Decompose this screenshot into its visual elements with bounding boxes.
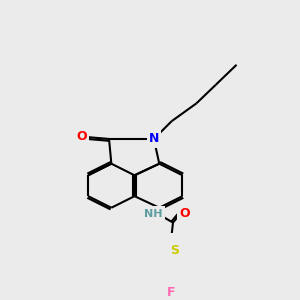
Text: N: N — [149, 133, 159, 146]
Text: S: S — [170, 244, 179, 257]
Text: O: O — [77, 130, 87, 143]
Text: F: F — [167, 286, 176, 299]
Text: O: O — [179, 207, 190, 220]
Text: NH: NH — [144, 208, 163, 218]
